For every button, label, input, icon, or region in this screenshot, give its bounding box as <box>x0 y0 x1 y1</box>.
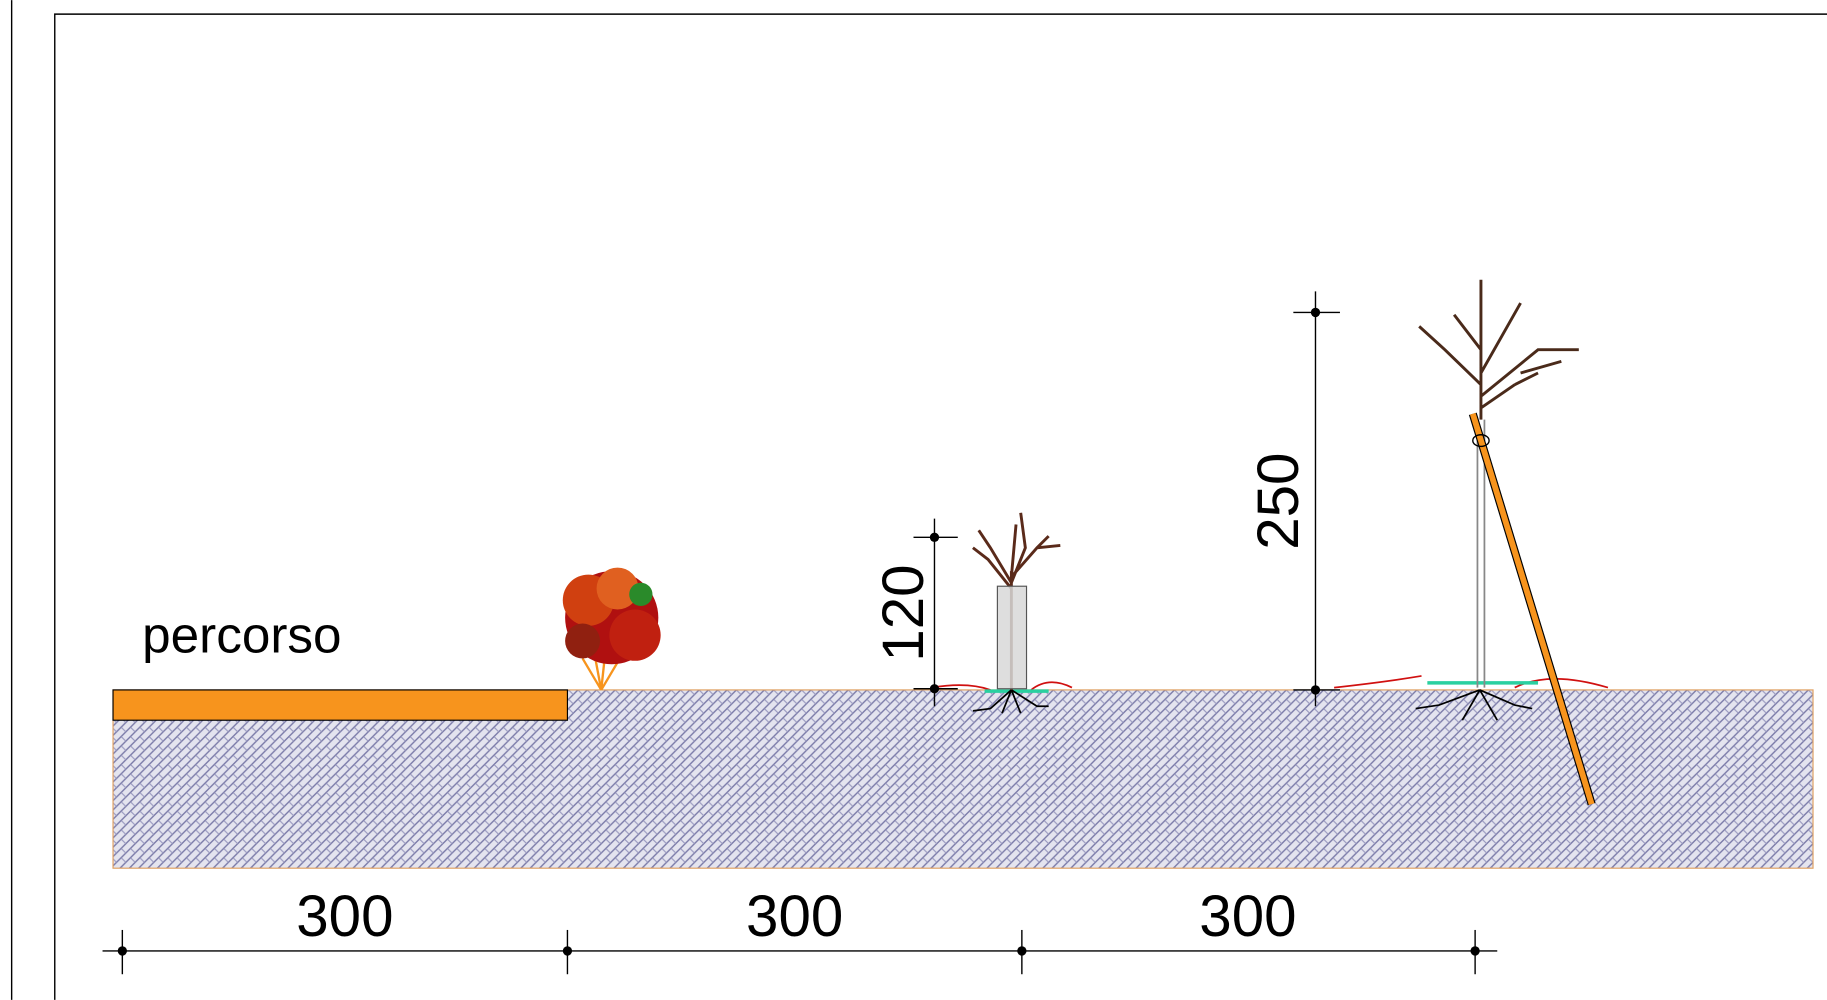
shrub <box>562 567 661 691</box>
path-surface <box>112 689 569 721</box>
small-tree <box>931 512 1073 714</box>
path-label: percorso <box>142 607 341 664</box>
large-tree <box>1334 279 1609 806</box>
dimension-label: 300 <box>1199 884 1296 949</box>
frame <box>54 13 1827 1000</box>
dimension-label: 300 <box>296 884 393 949</box>
dimension-label: 120 <box>871 564 936 661</box>
vertical-dimension <box>913 518 958 707</box>
vertical-dimension <box>1293 291 1340 707</box>
dimension-label: 300 <box>746 884 843 949</box>
horizontal-dimension <box>102 929 1498 975</box>
dimension-label: 250 <box>1246 453 1311 550</box>
